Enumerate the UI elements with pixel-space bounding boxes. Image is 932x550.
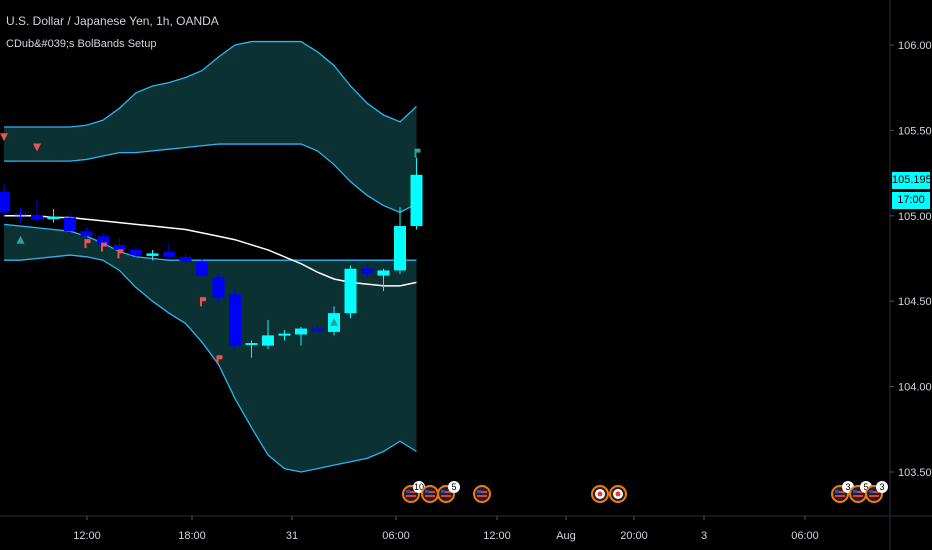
- us-flag-stripe: [441, 491, 451, 493]
- us-flag-stripe: [477, 495, 487, 497]
- time-tick-label: 06:00: [382, 530, 410, 542]
- chart-title: U.S. Dollar / Japanese Yen, 1h, OANDA: [6, 14, 219, 28]
- time-tick-label: Aug: [556, 530, 576, 542]
- time-tick-label: 18:00: [178, 530, 206, 542]
- price-tick-label: 104.500: [898, 296, 932, 308]
- us-flag-stripe: [441, 495, 451, 497]
- flag-marker: [86, 239, 91, 244]
- us-flag-stripe: [406, 491, 416, 493]
- economic-event-icon[interactable]: [421, 485, 439, 503]
- us-flag-canton: [477, 490, 481, 493]
- indicator-label: CDub&#039;s BolBands Setup: [6, 38, 157, 50]
- us-flag-stripe: [853, 491, 863, 493]
- candle-body[interactable]: [0, 191, 10, 213]
- us-flag-canton: [441, 490, 445, 493]
- candle-body[interactable]: [14, 213, 27, 216]
- economic-event-icon[interactable]: [473, 485, 491, 503]
- time-tick-label: 20:00: [620, 530, 648, 542]
- us-flag-stripe: [425, 491, 435, 493]
- price-tick-label: 103.500: [898, 467, 932, 479]
- candle-body[interactable]: [113, 244, 126, 250]
- japan-flag-dot: [597, 491, 603, 497]
- upper-band-line: [4, 40, 417, 128]
- flag-marker-pole: [84, 239, 87, 249]
- flag-marker-pole: [200, 297, 202, 307]
- candle-body[interactable]: [97, 236, 109, 245]
- event-count-badge: [448, 481, 460, 493]
- time-tick-label: 12:00: [73, 530, 101, 542]
- candle-body[interactable]: [278, 333, 291, 336]
- candle-body[interactable]: [64, 217, 76, 232]
- price-tick-label: 106.000: [898, 40, 932, 52]
- event-count-label: 5: [863, 482, 868, 492]
- sell-signal-marker: [0, 133, 8, 142]
- upper-band-fill: [4, 41, 417, 213]
- candle-body[interactable]: [245, 343, 258, 346]
- time-tick-label: 3: [701, 530, 707, 542]
- candle-body[interactable]: [80, 231, 93, 237]
- candle-body[interactable]: [179, 256, 192, 262]
- flag-marker: [103, 242, 107, 247]
- event-count-label: 10: [414, 482, 424, 492]
- lower-band-fill: [4, 224, 417, 472]
- us-flag-stripe: [853, 495, 863, 497]
- us-flag-canton: [869, 490, 873, 493]
- candle-body[interactable]: [47, 216, 60, 220]
- flag-marker: [218, 355, 223, 360]
- candle-body[interactable]: [361, 268, 373, 274]
- candle-body[interactable]: [295, 328, 307, 335]
- event-count-label: 5: [451, 482, 456, 492]
- us-flag-canton: [425, 490, 429, 493]
- us-flag-stripe: [406, 495, 416, 497]
- price-tick-label: 105.500: [898, 125, 932, 137]
- flag-marker-pole: [216, 355, 219, 365]
- time-tick-label: 06:00: [791, 530, 819, 542]
- buy-signal-marker: [330, 317, 338, 326]
- flag-marker-pole: [101, 242, 103, 252]
- candle-body[interactable]: [394, 226, 406, 271]
- flag-marker: [416, 148, 421, 153]
- us-flag-canton: [853, 490, 857, 493]
- flag-marker: [202, 297, 206, 302]
- flag-marker-pole: [414, 148, 417, 158]
- inner-lower-band-line: [3, 223, 417, 261]
- time-tick-label: 12:00: [483, 530, 511, 542]
- candle-body[interactable]: [212, 277, 225, 298]
- us-flag-stripe: [425, 495, 435, 497]
- candle-body[interactable]: [229, 294, 241, 346]
- time-tick-label: 31: [286, 530, 298, 542]
- us-flag-canton: [835, 490, 839, 493]
- candle-body[interactable]: [130, 249, 142, 256]
- inner-upper-band-line: [4, 143, 417, 214]
- last-price-tag: 105.195: [892, 172, 932, 189]
- japan-flag-dot: [615, 491, 621, 497]
- buy-signal-marker: [16, 235, 25, 244]
- candle-body[interactable]: [163, 251, 175, 257]
- event-count-label: 3: [845, 482, 850, 492]
- candle-body[interactable]: [344, 268, 357, 314]
- us-flag-stripe: [477, 491, 487, 493]
- candle-body[interactable]: [311, 328, 324, 332]
- us-flag-stripe: [869, 495, 879, 497]
- price-tick-label: 105.000: [898, 211, 932, 223]
- candle-body[interactable]: [377, 270, 390, 276]
- candle-body[interactable]: [196, 261, 208, 276]
- candle-body[interactable]: [31, 214, 43, 220]
- candle-body[interactable]: [262, 335, 274, 346]
- last-time-tag: 17:00: [892, 192, 930, 209]
- candle-body[interactable]: [410, 174, 423, 227]
- candle-body[interactable]: [146, 253, 159, 256]
- flag-marker-pole: [117, 249, 120, 259]
- price-tick-label: 104.000: [898, 382, 932, 394]
- us-flag-stripe: [869, 491, 879, 493]
- us-flag-canton: [406, 490, 410, 493]
- lower-band-line: [4, 254, 417, 473]
- us-flag-stripe: [835, 495, 845, 497]
- flag-marker: [119, 249, 124, 254]
- us-flag-stripe: [835, 491, 845, 493]
- sell-signal-marker: [33, 143, 41, 152]
- event-count-label: 3: [879, 482, 884, 492]
- event-count-badge: [876, 481, 888, 493]
